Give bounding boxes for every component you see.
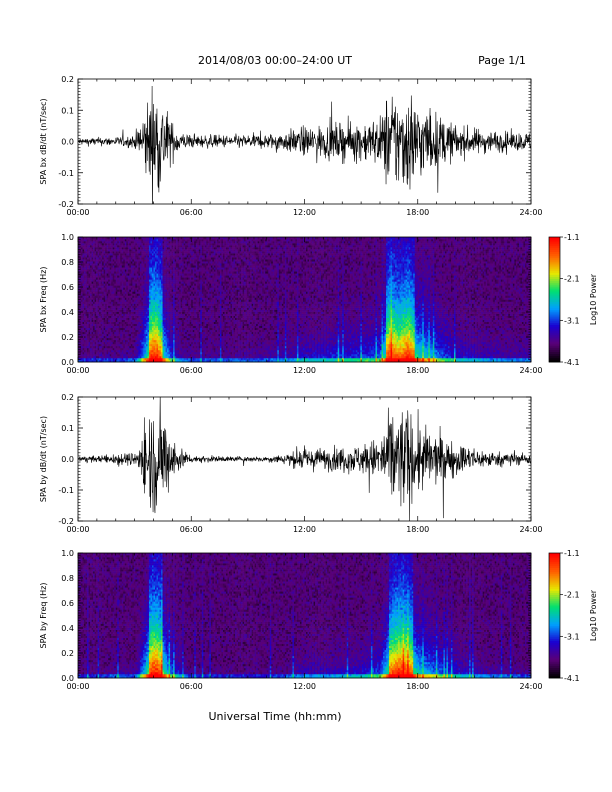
colorbar: -1.1 -2.1 -3.1 -4.1 Log10 Power xyxy=(549,233,598,367)
colorbar-tick-label: -4.1 xyxy=(564,674,580,683)
x-tick-label: 18:00 xyxy=(406,525,429,534)
y-tick-label: 0.1 xyxy=(61,106,74,115)
colorbar-tick-label: -4.1 xyxy=(564,358,580,367)
y-tick-label: 0.6 xyxy=(61,599,74,608)
colorbar-tick-label: -2.1 xyxy=(564,275,580,284)
colorbar: -1.1 -2.1 -3.1 -4.1 Log10 Power xyxy=(549,549,598,683)
y-tick-label: -0.1 xyxy=(58,169,74,178)
y-tick-label: 0.0 xyxy=(61,138,74,147)
y-tick-label: 0.8 xyxy=(61,574,74,583)
x-tick-label: 12:00 xyxy=(293,682,316,691)
colorbar-label: Log10 Power xyxy=(589,273,598,325)
x-axis-title: Universal Time (hh:mm) xyxy=(209,710,342,723)
x-tick-label: 06:00 xyxy=(180,682,203,691)
y-tick-label: 0.2 xyxy=(61,75,74,84)
spectrogram-cells xyxy=(78,237,531,362)
x-tick-label: 00:00 xyxy=(66,208,89,217)
colorbar-tick-label: -3.1 xyxy=(564,316,580,325)
x-tick-label: 24:00 xyxy=(519,525,542,534)
x-tick-label: 06:00 xyxy=(180,366,203,375)
y-axis-label: SPA bx dB/dt (nT/sec) xyxy=(39,98,48,184)
y-axis-label: SPA bx Freq (Hz) xyxy=(39,267,48,333)
x-tick-label: 24:00 xyxy=(519,682,542,691)
y-tick-label: 0.2 xyxy=(61,333,74,342)
colorbar-tick-label: -2.1 xyxy=(564,591,580,600)
y-tick-label: 1.0 xyxy=(61,549,74,558)
x-tick-label: 12:00 xyxy=(293,366,316,375)
x-tick-label: 00:00 xyxy=(66,682,89,691)
x-tick-label: 00:00 xyxy=(66,525,89,534)
x-tick-label: 18:00 xyxy=(406,682,429,691)
colorbar-tick-label: -1.1 xyxy=(564,549,580,558)
x-tick-label: 00:00 xyxy=(66,366,89,375)
y-tick-label: 0.0 xyxy=(61,455,74,464)
y-axis-label: SPA by Freq (Hz) xyxy=(39,583,48,649)
page-number: Page 1/1 xyxy=(478,54,526,67)
y-tick-label: 0.8 xyxy=(61,258,74,267)
y-tick-label: 0.4 xyxy=(61,624,74,633)
spectrogram-cells xyxy=(78,553,531,678)
colorbar-tick-label: -3.1 xyxy=(564,632,580,641)
y-tick-label: 0.1 xyxy=(61,424,74,433)
y-axis-label: SPA by dB/dt (nT/sec) xyxy=(39,416,48,502)
bx-waveform-panel: -0.2-0.10.00.10.200:00 06:00 12:00 18:00 24:… xyxy=(39,75,543,219)
page-title: 2014/08/03 00:00–24:00 UT xyxy=(198,54,352,67)
x-tick-label: 12:00 xyxy=(293,525,316,534)
y-tick-label: 0.4 xyxy=(61,308,74,317)
y-tick-label: 0.2 xyxy=(61,393,74,402)
y-tick-label: -0.1 xyxy=(58,486,74,495)
x-tick-label: 24:00 xyxy=(519,366,542,375)
x-tick-label: 06:00 xyxy=(180,208,203,217)
y-tick-label: 1.0 xyxy=(61,233,74,242)
x-tick-label: 24:00 xyxy=(519,208,542,217)
by-waveform-panel: -0.2-0.10.00.10.200:00 06:00 12:00 18:00 24:… xyxy=(39,393,543,534)
waveform-series xyxy=(78,395,531,521)
x-tick-label: 06:00 xyxy=(180,525,203,534)
y-tick-label: 0.6 xyxy=(61,283,74,292)
x-tick-label: 18:00 xyxy=(406,208,429,217)
y-tick-label: 0.2 xyxy=(61,649,74,658)
colorbar-label: Log10 Power xyxy=(589,589,598,641)
colorbar-tick-label: -1.1 xyxy=(564,233,580,242)
x-tick-label: 18:00 xyxy=(406,366,429,375)
x-tick-label: 12:00 xyxy=(293,208,316,217)
